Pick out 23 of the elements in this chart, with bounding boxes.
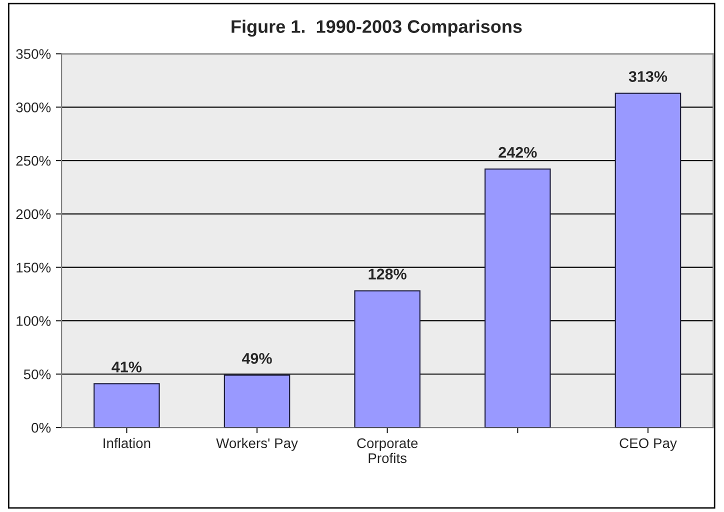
y-tick-label: 300% xyxy=(16,102,51,112)
y-tick-label: 250% xyxy=(16,156,51,166)
chart-title: Figure 1. 1990-2003 Comparisons xyxy=(232,20,522,37)
x-tick-label: Corporate Profits xyxy=(357,438,418,464)
x-tick-label: Workers' Pay xyxy=(216,438,298,451)
bar xyxy=(224,374,290,428)
y-tick-label: 50% xyxy=(24,369,51,380)
x-tick-label: CEO Pay xyxy=(620,438,677,451)
data-label: 313% xyxy=(628,71,668,82)
data-label: 49% xyxy=(242,353,272,364)
y-tick-label: 200% xyxy=(16,209,51,220)
y-tick-label: 100% xyxy=(16,316,51,326)
y-tick-label: 0% xyxy=(32,422,51,433)
y-tick-label: 150% xyxy=(16,262,51,273)
data-label: 41% xyxy=(112,362,142,372)
y-tick-label: 350% xyxy=(16,49,51,59)
bar xyxy=(354,290,420,428)
bar xyxy=(94,383,160,428)
x-tick-label: Inflation xyxy=(104,438,150,448)
bar xyxy=(614,92,682,428)
data-label: 242% xyxy=(498,146,537,158)
data-label: 128% xyxy=(368,268,406,280)
bar xyxy=(484,168,551,428)
